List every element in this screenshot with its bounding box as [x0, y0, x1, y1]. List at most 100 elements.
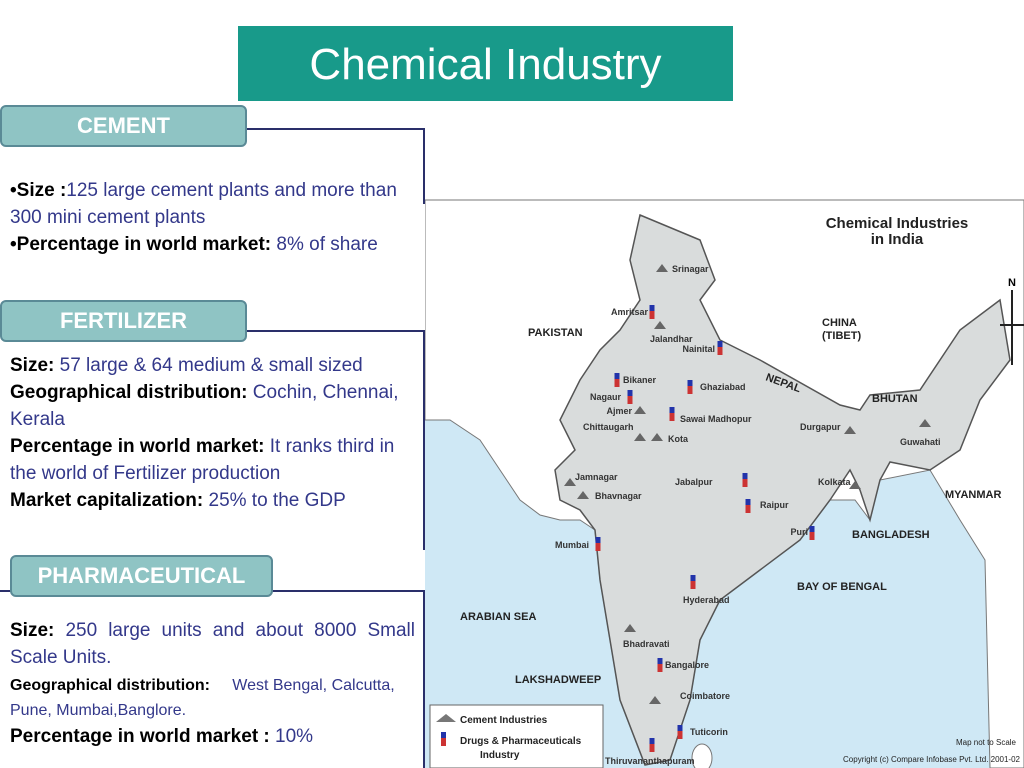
- region-label: ARABIAN SEA: [460, 611, 536, 623]
- item: Percentage in world market : 10%: [10, 723, 415, 750]
- item-text: 125 large cement plants and more than 30…: [10, 180, 397, 228]
- drug-marker: [809, 526, 815, 540]
- cement-marker: [634, 406, 646, 414]
- section-body: Size: 57 large & 64 medium & small sized…: [10, 352, 415, 514]
- region-label: BANGLADESH: [852, 529, 930, 541]
- site-label: Sawai Madhopur: [680, 414, 752, 424]
- site-label: Coimbatore: [680, 691, 730, 701]
- site-label: Ghaziabad: [700, 382, 746, 392]
- legend-cement-icon: [436, 714, 456, 722]
- site-label: Bhadravati: [623, 639, 670, 649]
- item-text: Cochin, Chennai, Kerala: [10, 382, 399, 430]
- region-label: BAY OF BENGAL: [797, 581, 887, 593]
- site-label: Tuticorin: [690, 727, 728, 737]
- item-label: Geographical distribution:: [10, 677, 211, 694]
- item-label: Percentage in world market :: [10, 726, 270, 747]
- region-label: PAKISTAN: [528, 327, 583, 339]
- drug-marker: [717, 341, 723, 355]
- cement-marker: [654, 321, 666, 329]
- drug-marker: [649, 305, 655, 311]
- legend-drug-icon: [441, 732, 446, 746]
- drug-marker: [745, 499, 751, 513]
- item: Percentage in world market: It ranks thi…: [10, 433, 415, 487]
- drug-marker: [717, 341, 723, 347]
- section-tab: CEMENT: [0, 105, 247, 147]
- compass-label: N: [1008, 277, 1016, 289]
- map-title: in India: [871, 231, 924, 248]
- site-label: Jamnagar: [575, 472, 618, 482]
- site-label: Puri: [790, 527, 808, 537]
- drug-marker: [649, 305, 655, 319]
- drug-marker: [687, 380, 693, 394]
- drug-marker: [809, 526, 815, 532]
- section-body: •Size :125 large cement plants and more …: [10, 177, 415, 258]
- site-label: Raipur: [760, 500, 789, 510]
- item: Geographical distribution: Cochin, Chenn…: [10, 379, 415, 433]
- drug-marker: [677, 725, 683, 739]
- cement-marker: [844, 426, 856, 434]
- cement-marker: [919, 419, 931, 427]
- region-label: BHUTAN: [872, 393, 918, 405]
- drug-marker: [627, 390, 633, 396]
- site-label: Amritsar: [611, 307, 649, 317]
- item-text: 8% of share: [276, 234, 378, 255]
- item: Size: 250 large units and about 8000 Sma…: [10, 617, 415, 671]
- scale-note: Map not to Scale: [956, 738, 1017, 747]
- panel: [0, 330, 425, 550]
- cement-marker: [634, 433, 646, 441]
- site-label: Nagaur: [590, 392, 622, 402]
- cement-marker: [651, 433, 663, 441]
- item-label: Percentage in world market:: [10, 436, 265, 457]
- drug-marker: [649, 738, 655, 752]
- drug-marker: [614, 373, 620, 387]
- drug-marker: [745, 499, 751, 505]
- region-label: LAKSHADWEEP: [515, 674, 601, 686]
- site-label: Mumbai: [555, 540, 589, 550]
- drug-marker: [742, 473, 748, 487]
- legend-label: Drugs & Pharmaceuticals: [460, 736, 582, 747]
- cement-marker: [649, 696, 661, 704]
- region-label: CHINA: [822, 317, 857, 329]
- drug-marker: [649, 738, 655, 744]
- sri-lanka: [691, 743, 713, 768]
- item-text: 10%: [275, 726, 314, 747]
- item-text: 250 large units and about 8000 Small Sca…: [10, 620, 415, 668]
- cement-marker: [624, 624, 636, 632]
- india: [554, 213, 1011, 766]
- item-label: •Size :: [10, 180, 67, 201]
- drug-marker: [687, 380, 693, 386]
- item: Size: 57 large & 64 medium & small sized: [10, 352, 415, 379]
- item: Market capitalization: 25% to the GDP: [10, 487, 415, 514]
- drug-marker: [595, 537, 601, 543]
- cement-marker: [577, 491, 589, 499]
- legend-drug-icon: [441, 732, 446, 738]
- section-tab: PHARMACEUTICAL: [10, 555, 273, 597]
- drug-marker: [669, 407, 675, 421]
- drug-marker: [690, 575, 696, 581]
- item-label: Geographical distribution:: [10, 382, 248, 403]
- region-label: (TIBET): [822, 330, 861, 342]
- site-label: Ajmer: [606, 406, 632, 416]
- drug-marker: [669, 407, 675, 413]
- item-label: •Percentage in world market:: [10, 234, 272, 255]
- drug-marker: [595, 537, 601, 551]
- legend-label: Industry: [480, 750, 520, 761]
- site-label: Bikaner: [623, 375, 657, 385]
- cement-marker: [656, 264, 668, 272]
- panel: [0, 590, 425, 768]
- cement-marker: [849, 481, 861, 489]
- site-label: Guwahati: [900, 437, 941, 447]
- drug-marker: [690, 575, 696, 589]
- site-label: Chittaugarh: [583, 422, 634, 432]
- site-label: Srinagar: [672, 264, 709, 274]
- item-label: Market capitalization:: [10, 490, 204, 511]
- cement-marker: [564, 478, 576, 486]
- section-tab: FERTILIZER: [0, 300, 247, 342]
- copyright: Copyright (c) Compare Infobase Pvt. Ltd.…: [843, 755, 1021, 764]
- region-label: MYANMAR: [945, 489, 1001, 501]
- item-text: 25% to the GDP: [208, 490, 346, 511]
- drug-marker: [657, 658, 663, 672]
- legend-label: Cement Industries: [460, 715, 548, 726]
